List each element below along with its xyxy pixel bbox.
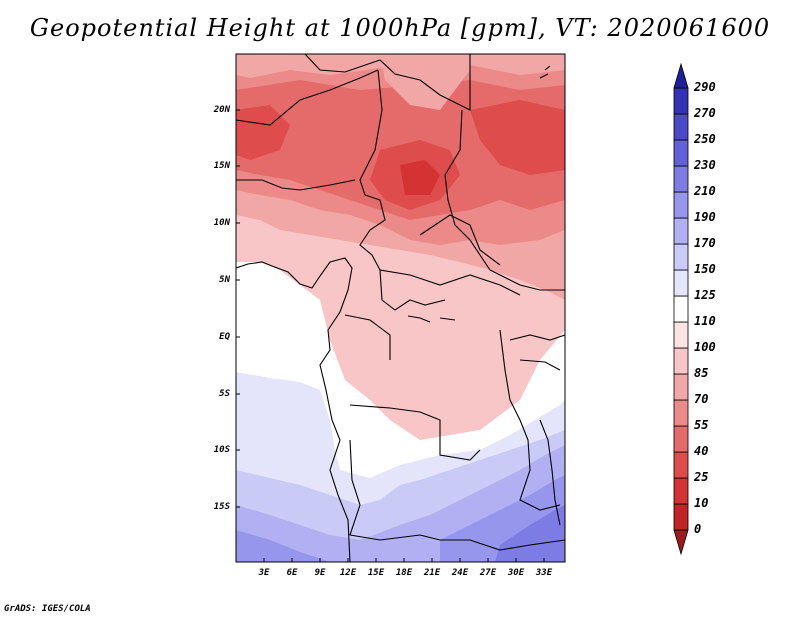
colorbar-segment bbox=[673, 347, 689, 375]
colorbar-segment bbox=[673, 165, 689, 193]
lat-label: EQ bbox=[219, 332, 230, 342]
lat-label: 20N bbox=[213, 105, 230, 115]
footer-credit: GrADS: IGES/COLA bbox=[4, 604, 91, 614]
lat-label: 10S bbox=[213, 445, 230, 455]
colorbar-label: 70 bbox=[694, 392, 709, 406]
lon-label: 30E bbox=[507, 568, 525, 578]
colorbar-label: 10 bbox=[694, 496, 709, 510]
colorbar-segment bbox=[673, 529, 689, 556]
colorbar-segment bbox=[673, 87, 689, 115]
borders bbox=[236, 54, 565, 562]
colorbar-segment bbox=[673, 321, 689, 349]
colorbar-label: 150 bbox=[694, 262, 716, 276]
colorbar-label: 170 bbox=[694, 236, 716, 250]
colorbar bbox=[673, 62, 689, 556]
lon-label: 21E bbox=[423, 568, 441, 578]
colorbar-label: 100 bbox=[694, 340, 716, 354]
lon-label: 24E bbox=[451, 568, 469, 578]
colorbar-label: 210 bbox=[694, 184, 716, 198]
colorbar-label: 270 bbox=[694, 106, 716, 120]
lon-label: 9E bbox=[314, 568, 326, 578]
colorbar-label: 85 bbox=[694, 366, 709, 380]
colorbar-segment bbox=[673, 113, 689, 141]
lon-label: 3E bbox=[258, 568, 270, 578]
colorbar-segment bbox=[673, 451, 689, 479]
lat-label: 5N bbox=[219, 275, 230, 285]
lon-label: 18E bbox=[395, 568, 413, 578]
colorbar-segment bbox=[673, 139, 689, 167]
colorbar-segment bbox=[673, 217, 689, 245]
colorbar-label: 55 bbox=[694, 418, 709, 432]
lat-label: 5S bbox=[219, 389, 230, 399]
colorbar-label: 0 bbox=[694, 522, 702, 536]
colorbar-segment bbox=[673, 425, 689, 453]
colorbar-segment bbox=[673, 62, 689, 89]
chart-title: Geopotential Height at 1000hPa [gpm], VT… bbox=[29, 14, 771, 42]
colorbar-segment bbox=[673, 269, 689, 297]
lon-label: 15E bbox=[367, 568, 385, 578]
lon-label: 27E bbox=[479, 568, 497, 578]
colorbar-segment bbox=[673, 373, 689, 401]
colorbar-label: 40 bbox=[694, 444, 709, 458]
colorbar-label: 125 bbox=[694, 288, 716, 302]
colorbar-segment bbox=[673, 295, 689, 323]
lon-label: 12E bbox=[339, 568, 357, 578]
colorbar-label: 110 bbox=[694, 314, 716, 328]
lat-label: 10N bbox=[213, 218, 230, 228]
colorbar-segment bbox=[673, 477, 689, 505]
lat-label: 15S bbox=[213, 502, 230, 512]
lon-label: 33E bbox=[535, 568, 553, 578]
colorbar-label: 250 bbox=[694, 132, 716, 146]
lat-label: 15N bbox=[213, 161, 230, 171]
lon-label: 6E bbox=[286, 568, 298, 578]
colorbar-label: 230 bbox=[694, 158, 716, 172]
map-frame bbox=[235, 53, 566, 563]
colorbar-label: 290 bbox=[694, 80, 716, 94]
colorbar-segment bbox=[673, 399, 689, 427]
colorbar-segment bbox=[673, 503, 689, 531]
colorbar-segment bbox=[673, 191, 689, 219]
colorbar-segment bbox=[673, 243, 689, 271]
colorbar-label: 190 bbox=[694, 210, 716, 224]
colorbar-label: 25 bbox=[694, 470, 709, 484]
shaded-field bbox=[236, 54, 565, 562]
